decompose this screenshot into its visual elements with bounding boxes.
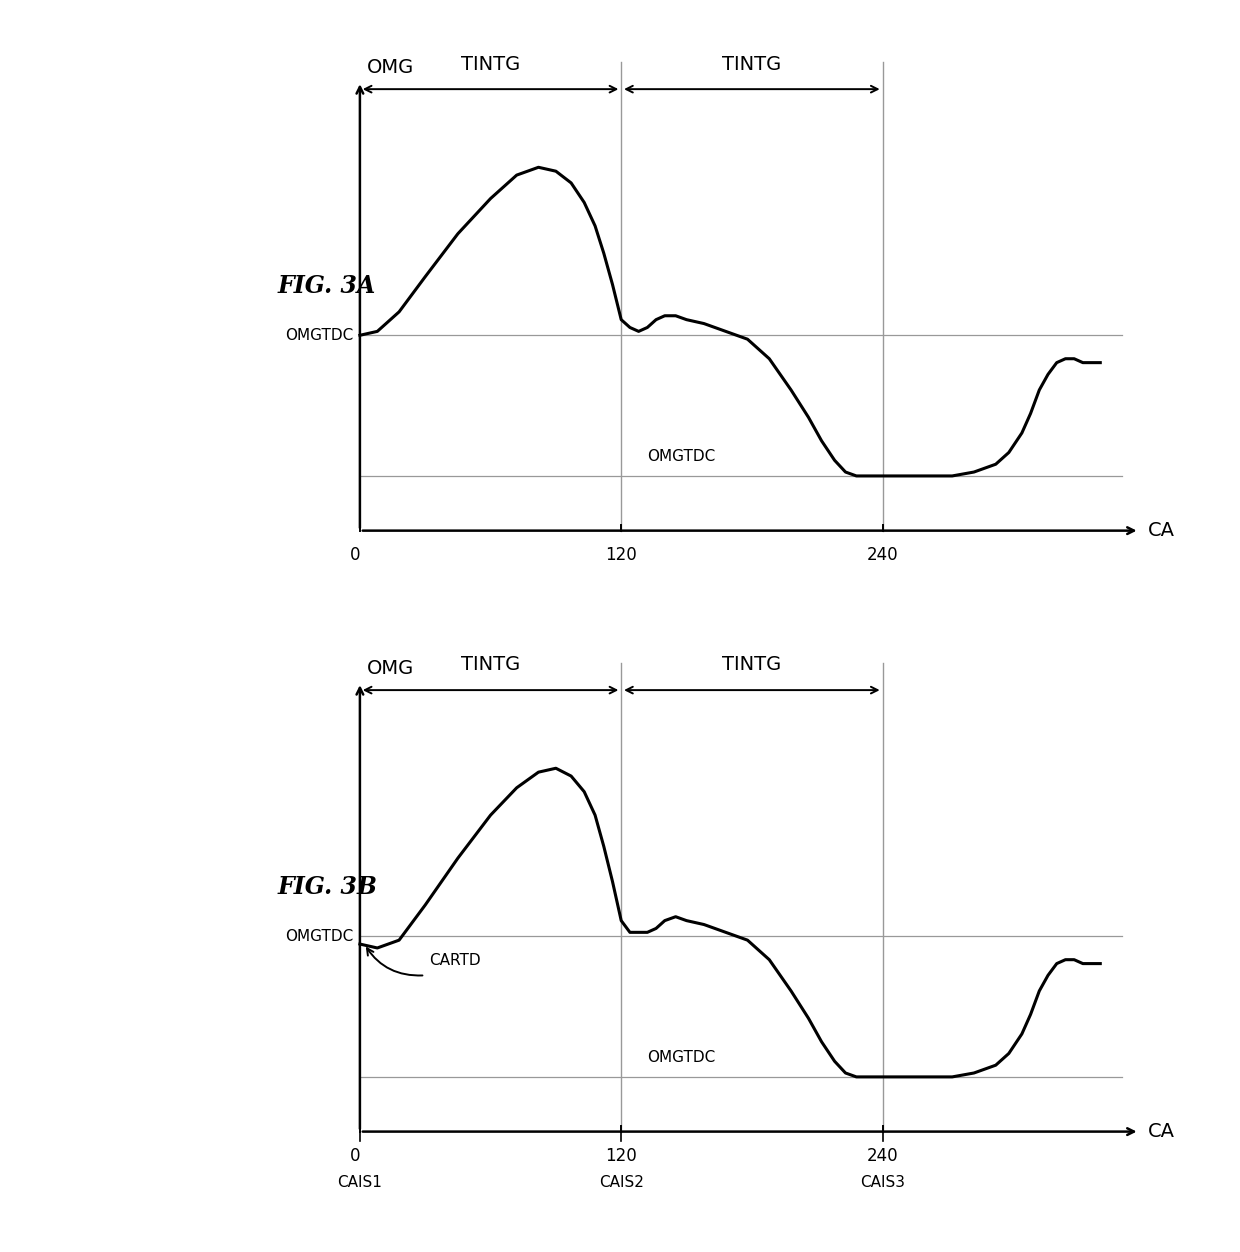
Text: 120: 120: [605, 546, 637, 565]
Text: CA: CA: [1148, 1122, 1176, 1141]
Text: CAIS3: CAIS3: [861, 1174, 905, 1189]
Text: 240: 240: [867, 1147, 898, 1166]
Text: CAIS1: CAIS1: [337, 1174, 382, 1189]
Text: 120: 120: [605, 1147, 637, 1166]
Text: OMGTDC: OMGTDC: [647, 449, 715, 464]
Text: 240: 240: [867, 546, 898, 565]
Text: FIG. 3A: FIG. 3A: [278, 274, 376, 298]
Text: OMG: OMG: [367, 59, 414, 78]
Text: OMGTDC: OMGTDC: [647, 1050, 715, 1065]
Text: OMGTDC: OMGTDC: [285, 328, 353, 343]
Text: 0: 0: [350, 546, 361, 565]
Text: TINTG: TINTG: [461, 656, 521, 675]
Text: 0: 0: [350, 1147, 361, 1166]
Text: FIG. 3B: FIG. 3B: [278, 875, 377, 899]
Text: CAIS2: CAIS2: [599, 1174, 644, 1189]
Text: CARTD: CARTD: [429, 953, 481, 968]
Text: TINTG: TINTG: [722, 656, 781, 675]
Text: TINTG: TINTG: [461, 55, 521, 74]
Text: CA: CA: [1148, 521, 1176, 540]
Text: TINTG: TINTG: [722, 55, 781, 74]
Text: OMG: OMG: [367, 660, 414, 679]
Text: OMGTDC: OMGTDC: [285, 929, 353, 944]
